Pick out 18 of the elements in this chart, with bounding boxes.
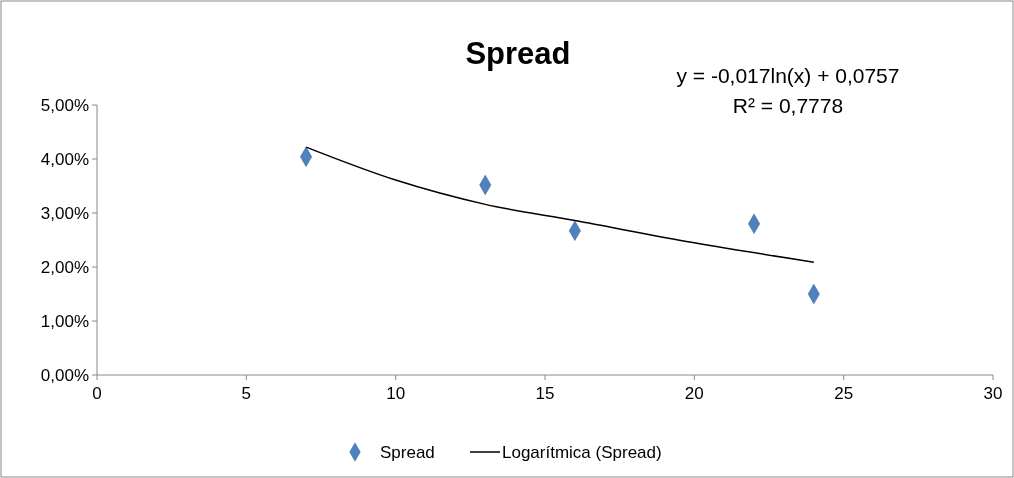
y-tick-label: 4,00% (40, 149, 89, 169)
x-tick-label: 25 (834, 384, 854, 403)
x-tick-label: 15 (535, 384, 555, 403)
y-tick-label: 3,00% (40, 203, 89, 223)
legend-label: Spread (380, 442, 435, 462)
legend-label: Logarítmica (Spread) (502, 442, 662, 462)
x-tick-label: 10 (386, 384, 406, 403)
y-tick-label: 2,00% (40, 257, 89, 277)
annotation: R² = 0,7778 (732, 94, 844, 117)
text: y = -0,017ln(x) + 0,0757 (676, 64, 900, 87)
y-tick-label: 1,00% (40, 311, 89, 331)
x-tick-label: 30 (983, 384, 1003, 403)
x-tick-label: 5 (241, 384, 252, 403)
x-tick-label: 20 (684, 384, 704, 403)
y-tick-label: 5,00% (40, 95, 89, 115)
chart-title: Spread (465, 36, 571, 71)
y-tick-label: 0,00% (40, 365, 89, 385)
x-tick-label: 0 (92, 384, 102, 403)
